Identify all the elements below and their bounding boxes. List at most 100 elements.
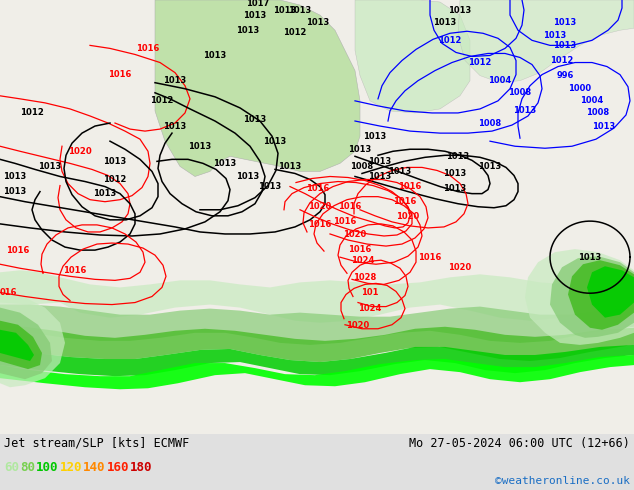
Text: 1013: 1013: [592, 122, 616, 130]
Text: 1013: 1013: [443, 184, 467, 193]
Text: Jet stream/SLP [kts] ECMWF: Jet stream/SLP [kts] ECMWF: [4, 437, 190, 450]
Text: 1013: 1013: [214, 159, 236, 168]
Polygon shape: [0, 0, 634, 434]
Text: 1017: 1017: [247, 0, 269, 7]
Text: 1020: 1020: [308, 202, 332, 211]
Text: 1012: 1012: [150, 97, 174, 105]
Text: ©weatheronline.co.uk: ©weatheronline.co.uk: [495, 476, 630, 486]
Text: 1020: 1020: [346, 321, 370, 330]
Text: 1016: 1016: [6, 245, 30, 255]
Text: 016: 016: [0, 288, 16, 297]
Text: 1020: 1020: [344, 230, 366, 240]
Text: 1012: 1012: [283, 28, 307, 37]
Text: 1012: 1012: [438, 36, 462, 45]
Text: 1013: 1013: [288, 5, 312, 15]
Text: 1013: 1013: [259, 182, 281, 191]
Text: 180: 180: [130, 461, 153, 474]
Text: 1013: 1013: [204, 51, 226, 60]
Text: 1016: 1016: [348, 245, 372, 254]
Text: 1008: 1008: [351, 162, 373, 171]
Text: 1020: 1020: [396, 212, 420, 221]
Text: 1020: 1020: [68, 147, 92, 156]
Text: 1013: 1013: [103, 157, 127, 166]
Text: 1016: 1016: [108, 70, 132, 79]
Text: 1024: 1024: [351, 256, 375, 265]
Text: 1013: 1013: [543, 31, 567, 40]
Text: 1013: 1013: [236, 26, 260, 35]
Polygon shape: [0, 320, 42, 369]
Text: 1000: 1000: [569, 84, 592, 93]
Text: 1013: 1013: [278, 162, 302, 171]
Text: 996: 996: [556, 71, 574, 80]
Text: 1013: 1013: [368, 172, 392, 181]
Polygon shape: [0, 305, 634, 345]
Text: 1008: 1008: [479, 119, 501, 127]
Text: 120: 120: [60, 461, 82, 474]
Text: 100: 100: [36, 461, 58, 474]
Polygon shape: [0, 330, 34, 361]
Polygon shape: [0, 270, 634, 323]
Text: 1020: 1020: [448, 263, 472, 272]
Text: 1016: 1016: [333, 218, 357, 226]
Text: 1012: 1012: [469, 58, 492, 67]
Text: 1013: 1013: [164, 76, 186, 85]
Text: 1013: 1013: [306, 18, 330, 26]
Text: 1013: 1013: [236, 172, 260, 181]
Polygon shape: [0, 325, 634, 362]
Polygon shape: [587, 266, 634, 318]
Text: 1016: 1016: [398, 182, 422, 191]
Text: 1013: 1013: [389, 167, 411, 176]
Text: 1012: 1012: [20, 108, 44, 118]
Text: 1013: 1013: [553, 18, 577, 26]
Text: 1016: 1016: [418, 253, 442, 262]
Text: 1004: 1004: [580, 97, 604, 105]
Text: 1013: 1013: [93, 189, 117, 198]
Text: 1012: 1012: [550, 56, 574, 65]
Text: 1013: 1013: [273, 5, 297, 15]
Polygon shape: [550, 256, 634, 338]
Polygon shape: [568, 260, 634, 330]
Text: 1024: 1024: [358, 304, 382, 313]
Text: 1016: 1016: [339, 202, 361, 211]
Text: 1013: 1013: [363, 132, 387, 141]
Text: 60: 60: [4, 461, 19, 474]
Text: 101: 101: [361, 288, 378, 297]
Text: 1013: 1013: [514, 106, 536, 116]
Text: 1013: 1013: [448, 5, 472, 15]
Text: 1013: 1013: [368, 157, 392, 166]
Polygon shape: [0, 355, 634, 389]
Text: 140: 140: [83, 461, 105, 474]
Text: 1013: 1013: [263, 137, 287, 146]
Text: 1013: 1013: [479, 162, 501, 171]
Text: 1016: 1016: [393, 197, 417, 206]
Text: 1013: 1013: [164, 122, 186, 130]
Polygon shape: [155, 0, 360, 176]
Text: 1008: 1008: [586, 108, 609, 118]
Text: 1013: 1013: [188, 142, 212, 151]
Polygon shape: [458, 0, 634, 83]
Polygon shape: [0, 293, 65, 387]
Text: Mo 27-05-2024 06:00 UTC (12+66): Mo 27-05-2024 06:00 UTC (12+66): [409, 437, 630, 450]
Text: 1013: 1013: [348, 145, 372, 154]
Polygon shape: [355, 0, 470, 113]
Text: 1013: 1013: [443, 169, 467, 178]
Text: 1016: 1016: [308, 220, 332, 229]
Text: 1004: 1004: [488, 76, 512, 85]
Text: 1028: 1028: [353, 273, 377, 282]
Text: 1013: 1013: [578, 253, 602, 262]
Polygon shape: [0, 308, 52, 379]
Text: 1013: 1013: [243, 115, 267, 123]
Text: 1016: 1016: [136, 44, 160, 53]
Text: 1013: 1013: [434, 18, 456, 26]
Text: 80: 80: [20, 461, 35, 474]
Text: 1013: 1013: [553, 41, 577, 50]
Text: 1016: 1016: [63, 266, 87, 275]
Polygon shape: [525, 249, 634, 345]
Text: 1016: 1016: [306, 184, 330, 193]
Text: 160: 160: [107, 461, 129, 474]
Text: 1013: 1013: [39, 162, 61, 171]
Text: 1013: 1013: [243, 11, 267, 20]
Text: 1013: 1013: [3, 187, 27, 196]
Polygon shape: [0, 345, 634, 376]
Text: 1008: 1008: [508, 88, 531, 98]
